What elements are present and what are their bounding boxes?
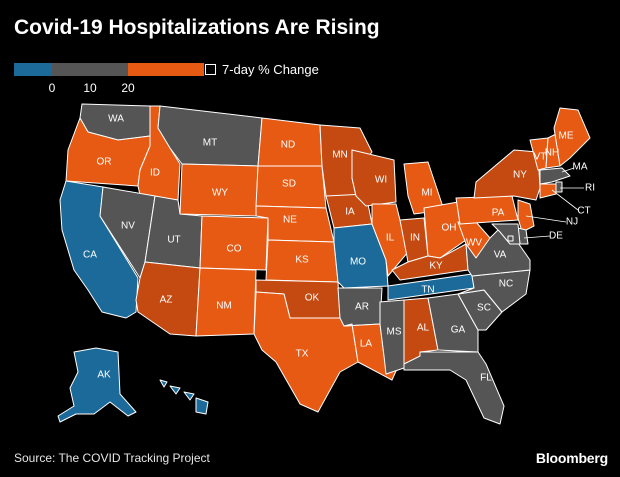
state-label-wv: WV bbox=[466, 238, 482, 249]
state-label-nv: NV bbox=[121, 221, 135, 232]
state-label-mo: MO bbox=[350, 257, 366, 268]
leader-line-de bbox=[523, 235, 551, 239]
legend-swatch-3 bbox=[128, 63, 166, 76]
state-ny bbox=[473, 149, 541, 201]
state-ma bbox=[539, 167, 571, 185]
legend-swatch-4 bbox=[166, 63, 204, 76]
state-label-nh: NH bbox=[545, 148, 559, 159]
state-label-ms: MS bbox=[387, 327, 402, 338]
state-label-az: AZ bbox=[160, 295, 173, 306]
state-label-nc: NC bbox=[499, 279, 513, 290]
state-label-tx: TX bbox=[296, 349, 309, 360]
state-fl bbox=[403, 351, 505, 425]
state-label-la: LA bbox=[360, 339, 373, 350]
state-label-va: VA bbox=[494, 250, 507, 261]
state-label-ct: CT bbox=[577, 206, 590, 217]
state-label-mt: MT bbox=[203, 138, 217, 149]
state-label-vt: VT bbox=[534, 152, 547, 163]
state-label-me: ME bbox=[559, 131, 574, 142]
state-label-fl: FL bbox=[480, 373, 492, 384]
state-hi bbox=[159, 379, 209, 415]
map-title: Covid-19 Hospitalizations Are Rising bbox=[14, 16, 380, 39]
legend-swatch-0 bbox=[14, 63, 52, 76]
legend-swatch-2 bbox=[90, 63, 128, 76]
legend-tick-10: 10 bbox=[83, 81, 97, 95]
state-label-oh: OH bbox=[442, 223, 457, 234]
state-label-co: CO bbox=[227, 244, 242, 255]
state-il bbox=[371, 203, 409, 277]
state-label-wi: WI bbox=[375, 175, 387, 186]
bloomberg-logo: Bloomberg bbox=[535, 450, 608, 466]
legend-note-box bbox=[205, 64, 216, 75]
state-label-or: OR bbox=[97, 157, 112, 168]
legend-note: 7-day % Change bbox=[205, 62, 319, 77]
state-oh bbox=[423, 201, 467, 259]
state-label-al: AL bbox=[417, 323, 430, 334]
legend-swatch-1 bbox=[52, 63, 90, 76]
state-label-wy: WY bbox=[212, 188, 228, 199]
state-ak bbox=[57, 347, 137, 423]
state-label-ca: CA bbox=[83, 250, 97, 261]
state-ct bbox=[539, 183, 557, 199]
leader-line-ct bbox=[551, 189, 579, 211]
source-note: Source: The COVID Tracking Project bbox=[14, 451, 210, 465]
state-label-ri: RI bbox=[585, 183, 595, 194]
state-pa bbox=[455, 195, 519, 225]
state-label-id: ID bbox=[150, 168, 160, 179]
state-label-ga: GA bbox=[451, 325, 466, 336]
state-label-pa: PA bbox=[492, 208, 505, 219]
state-nc bbox=[457, 269, 531, 313]
state-label-sc: SC bbox=[477, 303, 491, 314]
state-label-wa: WA bbox=[108, 114, 124, 125]
state-dc bbox=[507, 235, 514, 242]
state-label-ak: AK bbox=[97, 370, 111, 381]
state-label-ut: UT bbox=[167, 235, 180, 246]
state-label-sd: SD bbox=[282, 179, 296, 190]
state-label-de: DE bbox=[549, 231, 563, 242]
state-label-tn: TN bbox=[421, 285, 434, 296]
legend-note-text: 7-day % Change bbox=[222, 62, 319, 77]
state-label-ok: OK bbox=[305, 293, 320, 304]
state-label-nj: NJ bbox=[566, 217, 578, 228]
state-label-nd: ND bbox=[281, 140, 295, 151]
state-label-mi: MI bbox=[421, 188, 432, 199]
state-label-ia: IA bbox=[345, 207, 355, 218]
state-label-ky: KY bbox=[429, 261, 443, 272]
state-label-mn: MN bbox=[332, 150, 348, 161]
state-ky bbox=[391, 243, 469, 281]
state-label-ks: KS bbox=[295, 255, 309, 266]
state-label-ny: NY bbox=[513, 170, 527, 181]
state-label-ma: MA bbox=[573, 162, 588, 173]
state-label-ne: NE bbox=[283, 215, 297, 226]
state-ri bbox=[555, 181, 563, 193]
state-wi bbox=[351, 149, 397, 207]
leader-line-ma bbox=[561, 167, 575, 173]
state-label-in: IN bbox=[410, 233, 420, 244]
state-label-il: IL bbox=[386, 233, 395, 244]
legend-tick-0: 0 bbox=[48, 81, 56, 95]
legend-tick-20: 20 bbox=[121, 81, 135, 95]
state-label-ar: AR bbox=[355, 302, 369, 313]
legend-color-scale bbox=[14, 63, 204, 76]
state-label-nm: NM bbox=[216, 301, 232, 312]
leader-line-nj bbox=[525, 215, 567, 223]
state-me bbox=[553, 107, 591, 167]
state-tx bbox=[253, 291, 359, 413]
